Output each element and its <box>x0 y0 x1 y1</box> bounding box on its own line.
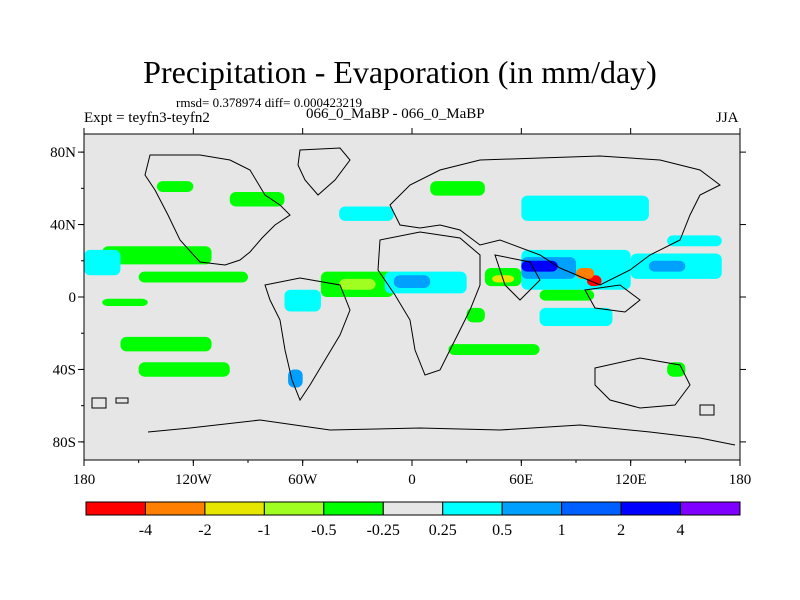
field-pacific-itcz <box>138 271 248 283</box>
stats-label: rmsd= 0.378974 diff= 0.000423219 <box>176 95 362 110</box>
colorbar-swatch <box>680 501 741 516</box>
colorbar-label: 0.5 <box>492 522 512 539</box>
colorbar-swatch <box>561 501 622 516</box>
lon-tick-label: 60W <box>288 472 318 488</box>
lon-tick-label: 120W <box>175 472 213 488</box>
coastline-north-america <box>144 154 291 266</box>
field-north-pacific-cyan <box>667 235 722 247</box>
colorbar-label: 2 <box>617 522 625 539</box>
field-east-africa-green <box>466 307 485 323</box>
coastline-antarctica <box>147 419 736 446</box>
colorbar-label: -0.25 <box>367 522 400 539</box>
lon-tick-label: 120E <box>615 472 647 488</box>
coastline-india <box>494 254 541 301</box>
colorbar-swatch <box>442 501 503 516</box>
coastlines <box>91 147 736 446</box>
colorbar-swatch <box>85 501 146 516</box>
field-south-america-blue <box>288 369 303 388</box>
case-label: 066_0_MaBP - 066_0_MaBP <box>306 106 485 122</box>
coastline-island-3 <box>699 404 715 416</box>
lon-tick-label: 180 <box>73 472 96 488</box>
lon-tick-label: 60E <box>509 472 533 488</box>
colorbar-label: -1 <box>258 522 271 539</box>
field-sh-indian-band <box>448 344 540 355</box>
field-maritime-green <box>539 289 595 301</box>
field-canada-green <box>229 191 285 207</box>
field-monsoon-orange <box>576 268 595 279</box>
lat-tick-label: 80N <box>50 145 76 161</box>
field-west-pacific-blue <box>648 260 686 272</box>
colorbar-swatch <box>620 501 682 516</box>
colorbar-swatch <box>144 501 206 516</box>
colorbar-label: -2 <box>198 522 211 539</box>
field-sh-atlantic-band <box>102 298 148 307</box>
season-label: JJA <box>716 110 739 126</box>
coastline-africa <box>377 231 481 376</box>
lon-tick-label: 180 <box>729 472 752 488</box>
experiment-label: Expt = teyfn3-teyfn2 <box>84 110 210 126</box>
lon-tick-label: 0 <box>408 472 416 488</box>
field-sh-indian-cyan <box>539 307 613 326</box>
field-amazon-cyan <box>284 289 321 312</box>
lat-tick-label: 40N <box>50 218 76 234</box>
colorbar-swatch <box>263 501 325 516</box>
colorbar: -4 -2 -1 -0.5 -0.25 0.25 0.5 1 2 4 <box>85 501 741 539</box>
field-europe-green <box>430 181 485 196</box>
coastline-south-america <box>264 277 351 402</box>
field-arctic-green <box>156 181 194 192</box>
field-east-pacific-cyan <box>84 249 121 276</box>
colorbar-label: 4 <box>677 522 685 539</box>
field-atlantic-itcz-core <box>339 278 376 290</box>
field-africa-blue <box>393 275 431 288</box>
colorbar-swatch <box>501 501 563 516</box>
coastline-island-2 <box>115 397 129 404</box>
colorbar-label: 0.25 <box>429 522 457 539</box>
lat-tick-label: 0 <box>69 290 77 306</box>
colorbar-swatch <box>382 501 444 516</box>
field-sh-pacific-band <box>120 336 212 352</box>
plot-title: Precipitation - Evaporation (in mm/day) <box>143 54 657 90</box>
coastline-australia <box>594 357 691 409</box>
coastline-greenland <box>297 147 351 196</box>
map-axes: 180 120W 60W 0 60E 120E 180 80N 40N 0 40S 80S <box>50 128 751 488</box>
colorbar-label: -0.5 <box>311 522 336 539</box>
colorbar-swatch <box>323 501 384 516</box>
lat-tick-label: 80S <box>53 435 76 451</box>
colorbar-label: -4 <box>139 522 152 539</box>
colorbar-swatch <box>204 501 265 516</box>
colorbar-label: 1 <box>558 522 566 539</box>
coastline-island-1 <box>91 397 107 409</box>
field-central-pacific-band <box>102 246 212 265</box>
lat-tick-label: 40S <box>53 362 76 378</box>
field-sh-pacific-band-2 <box>138 362 230 377</box>
coastline-maritime <box>584 284 641 313</box>
coastline-eurasia <box>389 155 721 286</box>
field-central-asia-cyan <box>521 195 649 221</box>
contour-fields <box>84 181 722 388</box>
field-north-atlantic-cyan <box>339 206 394 221</box>
